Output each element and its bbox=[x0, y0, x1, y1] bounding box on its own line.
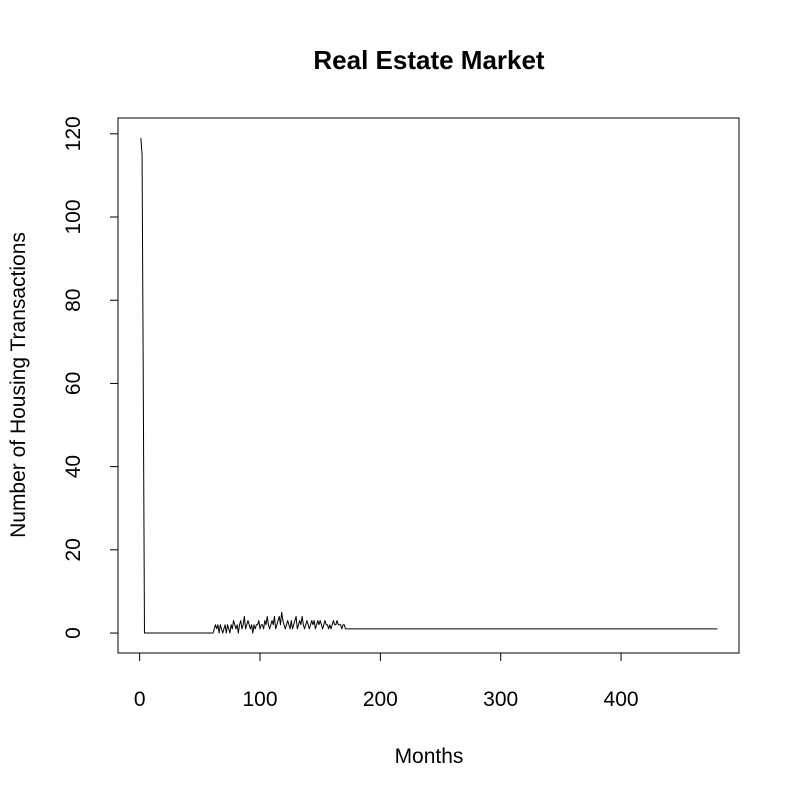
y-tick-label: 80 bbox=[62, 289, 85, 312]
x-tick-label: 200 bbox=[363, 688, 398, 711]
y-tick-label: 20 bbox=[62, 538, 85, 561]
y-tick-label: 120 bbox=[62, 116, 85, 151]
y-axis: 0 20 40 60 80 100 120 bbox=[62, 116, 119, 639]
x-tick-label: 0 bbox=[134, 688, 146, 711]
series-layer bbox=[140, 137, 718, 634]
x-tick-label: 400 bbox=[604, 688, 639, 711]
x-axis: 0 100 200 300 400 bbox=[134, 652, 639, 711]
y-tick-label: 40 bbox=[62, 455, 85, 478]
y-tick-label: 60 bbox=[62, 372, 85, 395]
chart-title: Real Estate Market bbox=[313, 45, 545, 75]
x-tick-label: 300 bbox=[483, 688, 518, 711]
x-tick-label: 100 bbox=[242, 688, 277, 711]
series-line bbox=[140, 137, 718, 634]
y-tick-label: 100 bbox=[62, 199, 85, 234]
y-axis-label: Number of Housing Transactions bbox=[7, 232, 30, 538]
plot-frame bbox=[117, 117, 740, 654]
x-axis-label: Months bbox=[395, 745, 464, 768]
y-tick-label: 0 bbox=[62, 627, 85, 639]
